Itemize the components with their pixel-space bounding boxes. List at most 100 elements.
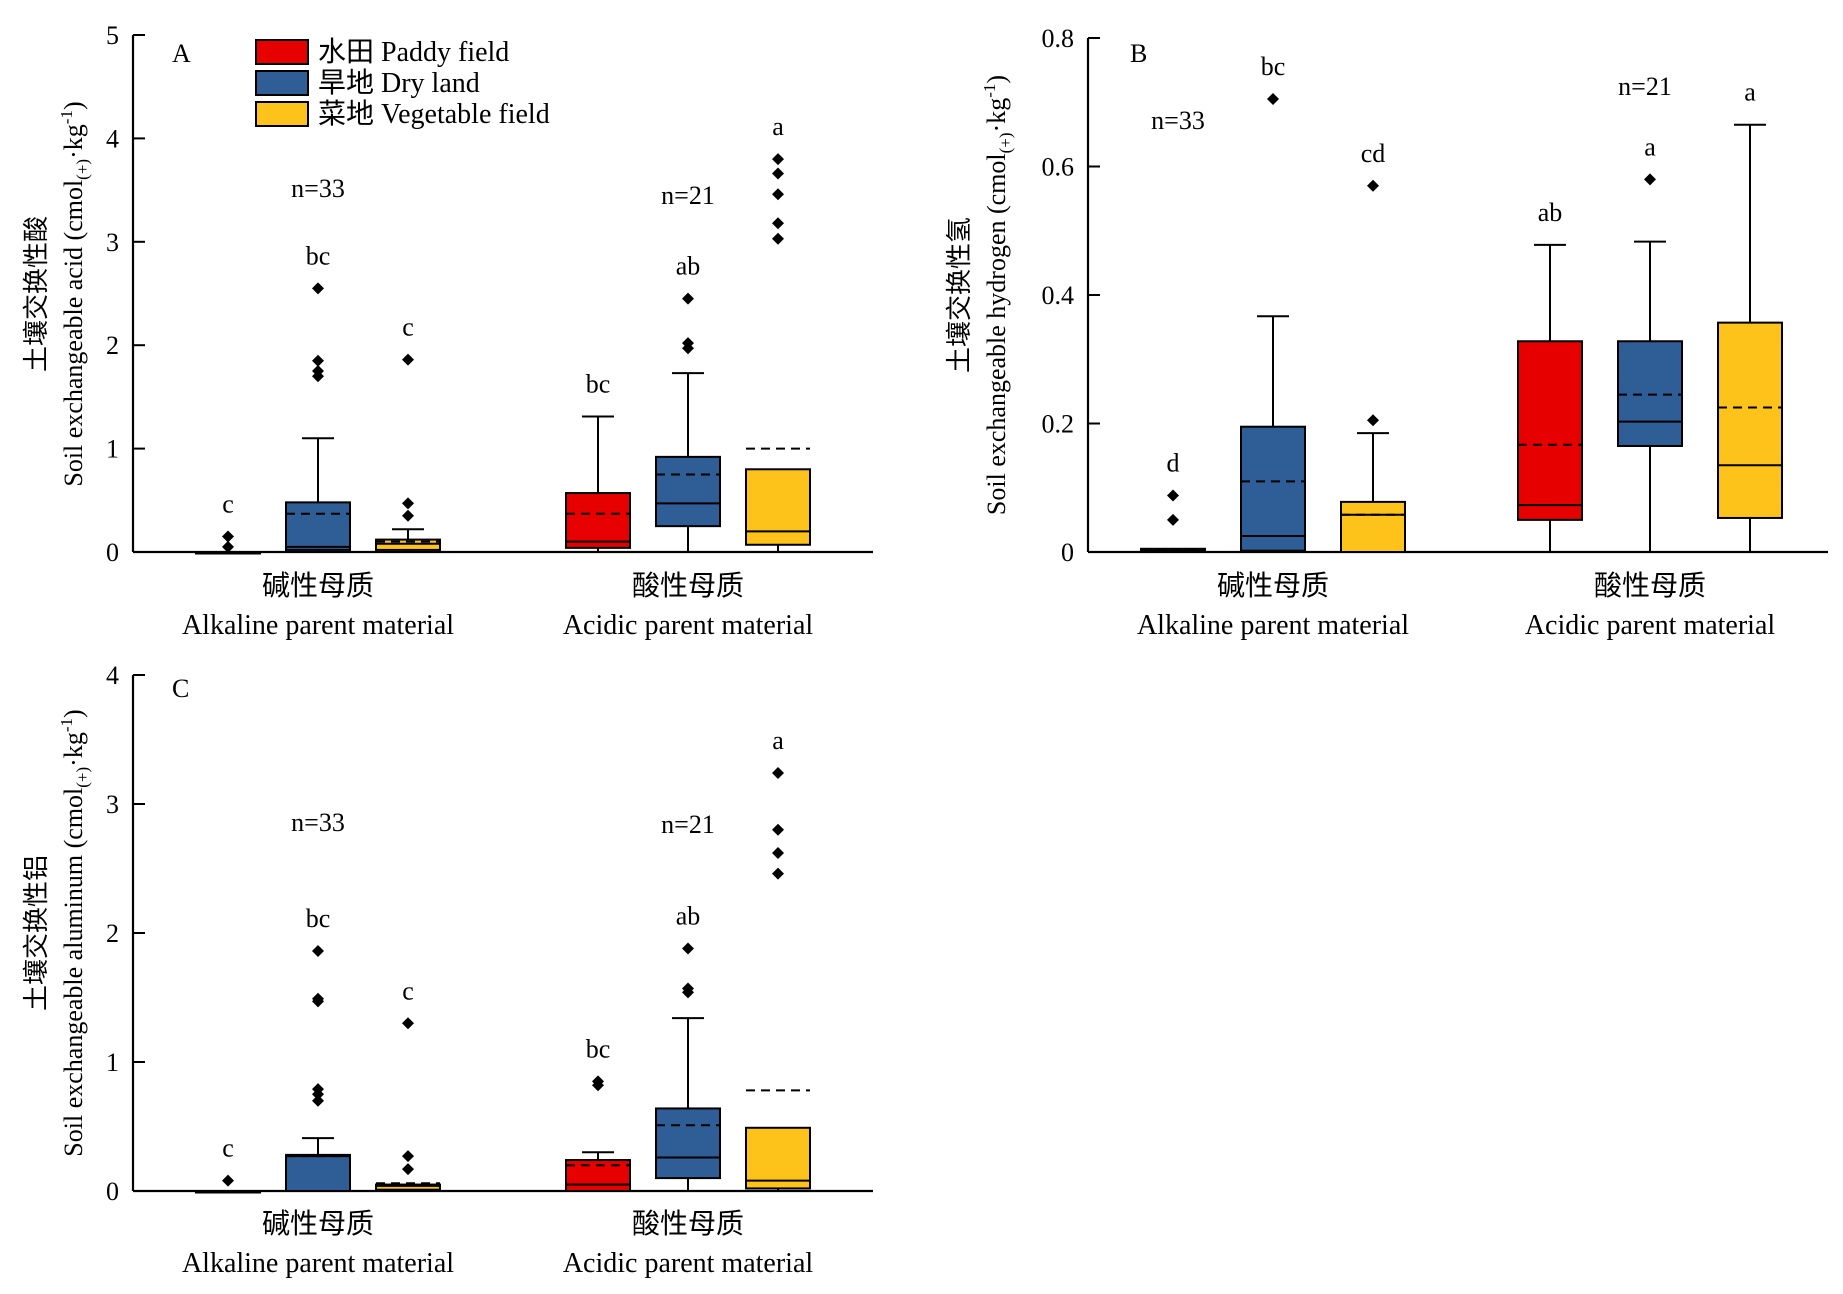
outlier-point bbox=[1367, 179, 1379, 192]
box-dry: bc bbox=[285, 904, 351, 1193]
legend-swatch-paddy bbox=[255, 39, 309, 65]
box-body bbox=[375, 1183, 441, 1191]
category-label-en: Alkaline parent material bbox=[182, 610, 454, 641]
outlier-point bbox=[402, 1017, 414, 1030]
category-label-cn: 碱性母质 bbox=[262, 1208, 374, 1240]
outlier-point bbox=[682, 337, 694, 350]
category-label-cn: 碱性母质 bbox=[262, 570, 374, 602]
significance-letter: ab bbox=[676, 901, 701, 930]
box-vegetable: a bbox=[745, 112, 811, 552]
significance-letter: bc bbox=[306, 904, 331, 933]
box-body bbox=[745, 468, 811, 546]
outlier-point bbox=[312, 1094, 324, 1107]
legend-label-paddy: 水田 Paddy field bbox=[318, 36, 509, 68]
legend-label-dry: 旱地 Dry land bbox=[318, 67, 480, 99]
y-tick-label: 1 bbox=[106, 435, 119, 464]
box-body bbox=[745, 1126, 811, 1190]
box-dry: bc bbox=[285, 241, 351, 552]
outlier-point bbox=[682, 292, 694, 305]
category-label-en: Acidic parent material bbox=[563, 1248, 814, 1279]
significance-letter: c bbox=[402, 313, 414, 342]
outlier-point bbox=[222, 530, 234, 543]
significance-letter: bc bbox=[586, 1034, 611, 1063]
box-body bbox=[1340, 500, 1406, 554]
y-tick-label: 0 bbox=[106, 538, 119, 567]
outlier-point bbox=[402, 353, 414, 366]
outlier-point bbox=[312, 365, 324, 378]
significance-letter: a bbox=[1744, 78, 1756, 107]
outlier-point bbox=[772, 847, 784, 860]
outlier-point bbox=[592, 1075, 604, 1088]
outlier-point bbox=[1267, 93, 1279, 106]
box-body bbox=[655, 455, 721, 528]
legend-swatch-dry bbox=[255, 70, 309, 96]
legend-swatch-vegetable bbox=[255, 101, 309, 127]
y-axis-title-cn: 土壤交换性酸 bbox=[22, 216, 51, 372]
outlier-point bbox=[682, 982, 694, 995]
outlier-point bbox=[402, 497, 414, 510]
outlier-point bbox=[1644, 173, 1656, 186]
y-tick-label: 0 bbox=[106, 1177, 119, 1206]
outlier-point bbox=[312, 992, 324, 1005]
box-body bbox=[285, 501, 351, 551]
significance-letter: c bbox=[222, 1134, 234, 1163]
significance-letter: d bbox=[1167, 448, 1180, 477]
outlier-point bbox=[772, 232, 784, 245]
significance-letter: a bbox=[772, 112, 784, 141]
y-tick-label: 0.2 bbox=[1042, 410, 1075, 439]
outlier-point bbox=[312, 945, 324, 958]
outlier-point bbox=[682, 942, 694, 955]
y-axis-title-cn: 土壤交换性铝 bbox=[22, 855, 51, 1011]
sample-size-label: n=33 bbox=[1151, 106, 1205, 135]
significance-letter: a bbox=[1644, 132, 1656, 161]
significance-letter: bc bbox=[1261, 52, 1286, 81]
category-label-cn: 酸性母质 bbox=[632, 1208, 744, 1240]
box-vegetable: c bbox=[375, 313, 441, 552]
outlier-point bbox=[772, 867, 784, 880]
y-tick-label: 0 bbox=[1061, 538, 1074, 567]
significance-letter: cd bbox=[1361, 139, 1386, 168]
outlier-point bbox=[1167, 489, 1179, 502]
category-label-cn: 碱性母质 bbox=[1217, 570, 1329, 602]
y-tick-label: 1 bbox=[106, 1048, 119, 1077]
box-body bbox=[565, 492, 631, 549]
significance-letter: bc bbox=[306, 241, 331, 270]
y-axis-title-cn: 土壤交换性氢 bbox=[945, 217, 974, 373]
panel-letter: C bbox=[172, 674, 189, 703]
category-label-en: Acidic parent material bbox=[1525, 610, 1776, 641]
outlier-point bbox=[402, 1150, 414, 1163]
category-label-cn: 酸性母质 bbox=[632, 570, 744, 602]
outlier-point bbox=[1167, 513, 1179, 526]
box-paddy: c bbox=[195, 1134, 261, 1194]
category-label-en: Alkaline parent material bbox=[1137, 610, 1409, 641]
outlier-point bbox=[222, 540, 234, 553]
y-tick-label: 0.6 bbox=[1042, 153, 1075, 182]
y-tick-label: 4 bbox=[106, 124, 119, 153]
significance-letter: ab bbox=[676, 252, 701, 281]
box-body bbox=[375, 538, 441, 551]
panel-a: 0 1 2 3 4 5 A 土壤交换性酸 Soil exchangeable acid (cmo… bbox=[22, 21, 873, 641]
outlier-point bbox=[312, 282, 324, 295]
y-tick-label: 3 bbox=[106, 228, 119, 257]
outlier-point bbox=[772, 217, 784, 230]
box-paddy: bc bbox=[565, 370, 631, 552]
outlier-point bbox=[402, 1163, 414, 1176]
panel-letter: A bbox=[172, 39, 191, 68]
significance-letter: ab bbox=[1538, 198, 1563, 227]
panel-letter: B bbox=[1130, 39, 1147, 68]
sample-size-label: n=21 bbox=[661, 181, 715, 210]
y-tick-label: 3 bbox=[106, 790, 119, 819]
outlier-point bbox=[312, 1083, 324, 1096]
box-dry: ab bbox=[655, 901, 721, 1191]
panel-c: 0 1 2 3 4 C 土壤交换性铝 Soil exchangeable aluminum (… bbox=[22, 661, 873, 1279]
sample-size-label: n=21 bbox=[661, 810, 715, 839]
legend-label-vegetable: 菜地 Vegetable field bbox=[318, 98, 550, 130]
outlier-point bbox=[312, 354, 324, 367]
box-body bbox=[1717, 321, 1783, 519]
outlier-point bbox=[402, 509, 414, 522]
box-paddy: ab bbox=[1517, 198, 1583, 552]
box-body bbox=[1240, 425, 1306, 552]
sample-size-label: n=21 bbox=[1618, 72, 1672, 101]
outlier-point bbox=[1367, 414, 1379, 427]
box-dry: bc bbox=[1240, 52, 1306, 552]
